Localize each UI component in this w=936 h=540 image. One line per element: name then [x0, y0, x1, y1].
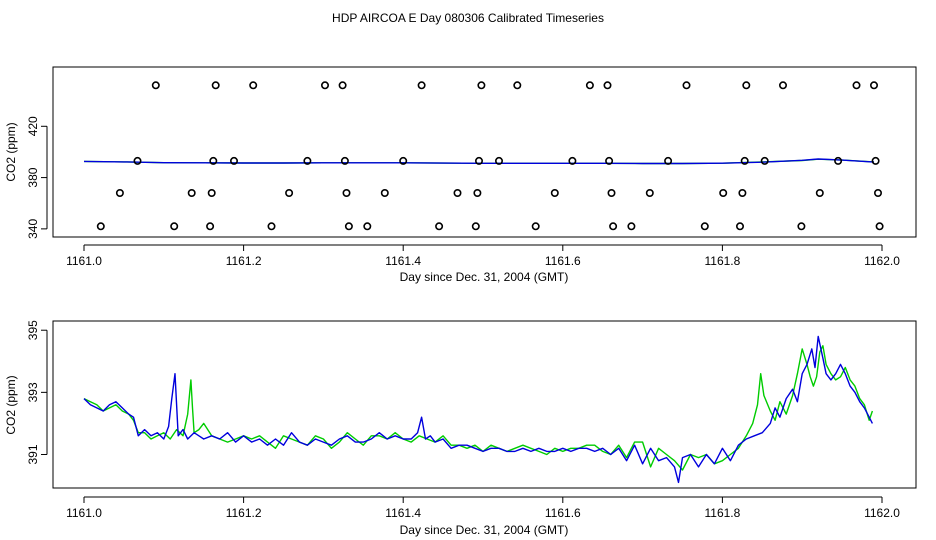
bottom-series-green [83, 345, 874, 471]
top-data-point [96, 222, 105, 231]
top-data-point [211, 81, 220, 90]
bottom-x-axis: 1161.0 1161.2 1161.4 1161.6 1161.8 1162.0 [66, 496, 900, 520]
top-data-point [760, 156, 769, 165]
top-data-point [115, 189, 124, 198]
top-data-point [338, 81, 347, 90]
top-data-point [342, 189, 351, 198]
top-x-tick-label: 1161.0 [66, 254, 102, 268]
top-data-point [285, 189, 294, 198]
bottom-series [83, 335, 874, 484]
top-data-point [742, 81, 751, 90]
top-data-point [513, 81, 522, 90]
bottom-y-tick-label: 391 [26, 444, 40, 464]
top-data-point [417, 81, 426, 90]
top-data-point [267, 222, 276, 231]
top-data-point [700, 222, 709, 231]
top-data-point [609, 222, 618, 231]
top-data-point [873, 189, 882, 198]
top-series-blue [83, 158, 875, 165]
top-data-point [735, 222, 744, 231]
top-plot-frame [52, 66, 917, 238]
bottom-y-axis: 391 393 395 [26, 320, 48, 465]
figure-title: HDP AIRCOA E Day 080306 Calibrated Times… [332, 11, 604, 25]
top-data-point [627, 222, 636, 231]
top-data-point [230, 156, 239, 165]
top-data-point [187, 189, 196, 198]
bottom-panel: 1161.0 1161.2 1161.4 1161.6 1161.8 1162.0 391… [4, 320, 917, 537]
top-y-tick-label: 380 [26, 167, 40, 187]
top-y-axis-label: CO2 (ppm) [4, 122, 18, 181]
top-data-point [344, 222, 353, 231]
bottom-x-tick-label: 1161.2 [226, 506, 262, 520]
top-data-point [875, 222, 884, 231]
top-data-point [605, 156, 614, 165]
bottom-y-tick-label: 393 [26, 382, 40, 402]
top-data-point [151, 81, 160, 90]
top-data-point [471, 222, 480, 231]
top-points [96, 81, 884, 231]
top-x-tick-label: 1161.4 [385, 254, 421, 268]
bottom-x-tick-label: 1161.0 [66, 506, 102, 520]
top-data-point [815, 189, 824, 198]
top-y-tick-label: 340 [26, 219, 40, 239]
bottom-x-tick-label: 1161.6 [545, 506, 581, 520]
top-series [83, 158, 875, 165]
bottom-y-tick-label: 395 [26, 320, 40, 340]
top-data-point [435, 222, 444, 231]
top-x-tick-label: 1161.8 [704, 254, 740, 268]
top-data-point [363, 222, 372, 231]
top-data-point [550, 189, 559, 198]
top-data-point [603, 81, 612, 90]
top-x-tick-label: 1161.6 [545, 254, 581, 268]
top-data-point [645, 189, 654, 198]
top-data-point [494, 156, 503, 165]
top-data-point [303, 156, 312, 165]
bottom-y-axis-label: CO2 (ppm) [4, 375, 18, 434]
bottom-x-tick-label: 1161.4 [385, 506, 421, 520]
top-data-point [399, 156, 408, 165]
top-data-point [797, 222, 806, 231]
top-data-point [682, 81, 691, 90]
top-data-point [133, 156, 142, 165]
top-y-axis: 340 380 420 [26, 116, 48, 239]
top-x-axis-label: Day since Dec. 31, 2004 (GMT) [400, 270, 569, 284]
top-data-point [474, 156, 483, 165]
top-data-point [852, 81, 861, 90]
bottom-x-tick-label: 1162.0 [864, 506, 900, 520]
top-data-point [531, 222, 540, 231]
top-data-point [719, 189, 728, 198]
top-data-point [207, 189, 216, 198]
top-data-point [206, 222, 215, 231]
top-data-point [568, 156, 577, 165]
top-data-point [340, 156, 349, 165]
top-data-point [170, 222, 179, 231]
top-data-point [664, 156, 673, 165]
top-data-point [380, 189, 389, 198]
top-data-point [477, 81, 486, 90]
top-data-point [740, 156, 749, 165]
top-data-point [738, 189, 747, 198]
top-y-tick-label: 420 [26, 116, 40, 136]
top-data-point [607, 189, 616, 198]
bottom-plot-frame [52, 320, 917, 489]
bottom-series-blue [83, 335, 874, 484]
top-data-point [473, 189, 482, 198]
top-data-point [249, 81, 258, 90]
top-data-point [209, 156, 218, 165]
top-data-point [320, 81, 329, 90]
bottom-x-tick-label: 1161.8 [704, 506, 740, 520]
top-data-point [585, 81, 594, 90]
bottom-x-axis-label: Day since Dec. 31, 2004 (GMT) [400, 523, 569, 537]
top-x-axis: 1161.0 1161.2 1161.4 1161.6 1161.8 1162.0 [66, 244, 900, 268]
top-panel: 1161.0 1161.2 1161.4 1161.6 1161.8 1162.0 340… [4, 66, 917, 284]
top-data-point [871, 156, 880, 165]
top-x-tick-label: 1162.0 [864, 254, 900, 268]
top-data-point [834, 156, 843, 165]
top-x-tick-label: 1161.2 [226, 254, 262, 268]
top-data-point [778, 81, 787, 90]
top-data-point [453, 189, 462, 198]
top-data-point [869, 81, 878, 90]
